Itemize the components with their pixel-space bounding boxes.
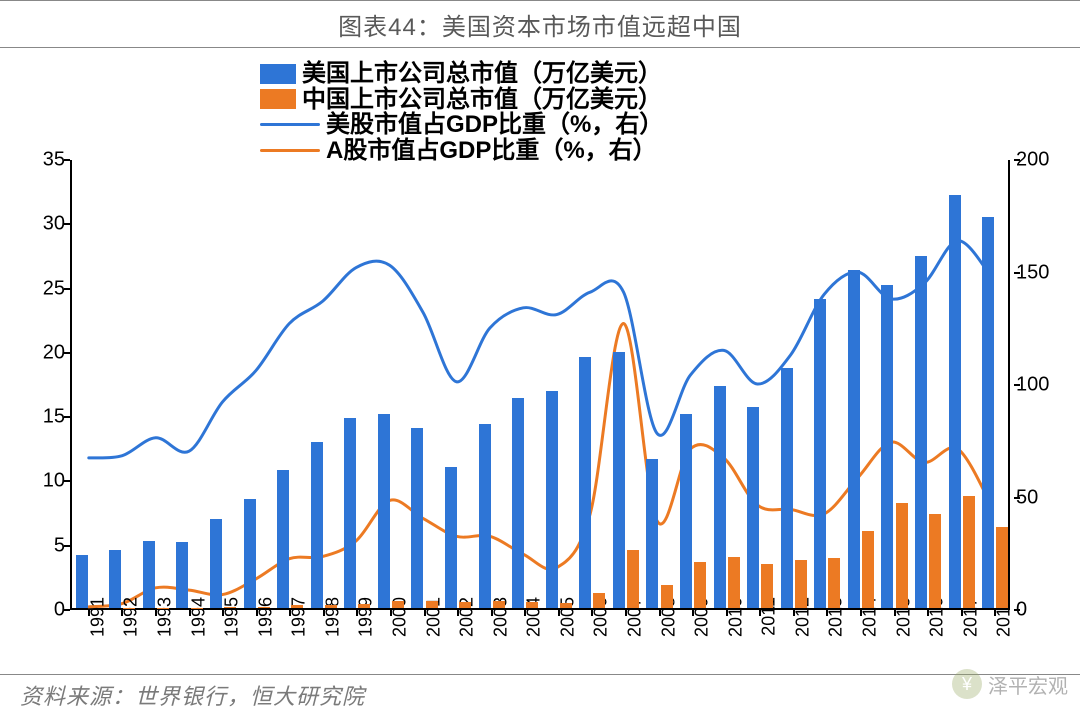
bar-cn	[761, 564, 773, 608]
y-right-tick-label: 0	[1016, 599, 1061, 622]
legend-swatch-icon	[260, 64, 296, 84]
bar-cn	[728, 557, 740, 608]
divider	[0, 674, 1080, 675]
bar-cn	[560, 603, 572, 608]
bar-us	[244, 499, 256, 608]
bar-cn	[627, 550, 639, 608]
bar-cn	[224, 607, 236, 608]
y-left-tick-label: 0	[20, 599, 65, 622]
bar-us	[848, 270, 860, 608]
bar-cn	[291, 605, 303, 608]
bar-us	[411, 428, 423, 608]
watermark-text: 泽平宏观	[988, 670, 1068, 699]
bar-cn	[258, 607, 270, 608]
bar-us	[479, 424, 491, 608]
y-left-tick-label: 15	[20, 406, 65, 429]
legend-label: 中国上市公司总市值（万亿美元）	[302, 86, 662, 114]
bar-us	[781, 368, 793, 608]
y-left-tick-label: 20	[20, 341, 65, 364]
watermark: ¥ 泽平宏观	[952, 669, 1068, 699]
bar-us	[714, 386, 726, 608]
bar-us	[546, 391, 558, 608]
bar-cn	[526, 602, 538, 608]
source-text: 资料来源：世界银行，恒大研究院	[20, 679, 365, 711]
y-left-tick-label: 10	[20, 470, 65, 493]
bar-cn	[862, 531, 874, 608]
x-tick-label: 1994	[188, 597, 209, 637]
bar-us	[814, 299, 826, 608]
y-right-tick-label: 100	[1016, 374, 1061, 397]
watermark-icon: ¥	[952, 669, 982, 699]
bar-cn	[828, 558, 840, 608]
bar-cn	[459, 602, 471, 608]
y-left-tick-label: 30	[20, 213, 65, 236]
legend: 美国上市公司总市值（万亿美元） 中国上市公司总市值（万亿美元） 美股市值占GDP…	[260, 60, 663, 162]
bar-us	[949, 195, 961, 608]
y-left-tick-label: 5	[20, 534, 65, 557]
bar-us	[646, 459, 658, 608]
chart-area: 美国上市公司总市值（万亿美元） 中国上市公司总市值（万亿美元） 美股市值占GDP…	[20, 60, 1060, 640]
bar-cn	[392, 601, 404, 608]
chart-title: 图表44：美国资本市场市值远超中国	[0, 0, 1080, 48]
bar-us	[680, 414, 692, 608]
x-tick-label: 1992	[121, 597, 142, 637]
bar-us	[344, 418, 356, 608]
bar-cn	[661, 585, 673, 608]
bar-cn	[191, 608, 203, 609]
y-right-tick-label: 200	[1016, 149, 1061, 172]
bar-us	[445, 467, 457, 608]
legend-swatch-icon	[260, 89, 296, 109]
bar-cn	[795, 560, 807, 608]
bar-us	[915, 256, 927, 608]
bar-cn	[325, 605, 337, 608]
bar-cn	[426, 601, 438, 608]
bar-us	[176, 542, 188, 608]
bar-us	[378, 414, 390, 608]
x-tick-label: 1996	[255, 597, 276, 637]
bar-us	[109, 550, 121, 608]
bar-us	[881, 285, 893, 608]
legend-item-cn-bar: 中国上市公司总市值（万亿美元）	[260, 86, 663, 114]
bar-us	[747, 407, 759, 608]
y-right-tick-label: 50	[1016, 486, 1061, 509]
bar-us	[277, 470, 289, 608]
y-left-tick-label: 25	[20, 277, 65, 300]
bar-us	[143, 541, 155, 608]
bar-us	[311, 442, 323, 608]
bar-cn	[593, 593, 605, 608]
bar-cn	[896, 503, 908, 608]
bar-cn	[694, 562, 706, 608]
legend-line-icon	[260, 149, 320, 152]
legend-item-us-line: 美股市值占GDP比重（%，右）	[260, 111, 663, 139]
x-tick-label: 1995	[222, 597, 243, 637]
x-tick-label: 1998	[322, 597, 343, 637]
bar-cn	[929, 514, 941, 608]
bar-us	[512, 398, 524, 608]
bar-us	[982, 217, 994, 608]
y-right-tick-label: 150	[1016, 261, 1061, 284]
x-tick-label: 1993	[154, 597, 175, 637]
bar-cn	[157, 608, 169, 609]
legend-item-us-bar: 美国上市公司总市值（万亿美元）	[260, 60, 663, 88]
bar-us	[579, 357, 591, 608]
bar-us	[76, 555, 88, 608]
bar-cn	[493, 601, 505, 608]
legend-line-icon	[260, 123, 320, 126]
bar-us	[613, 352, 625, 608]
bar-us	[210, 519, 222, 608]
legend-label: 美国上市公司总市值（万亿美元）	[302, 60, 662, 88]
x-tick-label: 1997	[289, 597, 310, 637]
legend-label: 美股市值占GDP比重（%，右）	[326, 111, 663, 139]
bar-cn	[996, 527, 1008, 608]
plot-area: 1991199219931994199519961997199819992000…	[70, 160, 1010, 610]
bar-cn	[358, 604, 370, 608]
x-tick-label: 1991	[87, 597, 108, 637]
y-left-tick-label: 35	[20, 149, 65, 172]
bar-cn	[963, 496, 975, 608]
